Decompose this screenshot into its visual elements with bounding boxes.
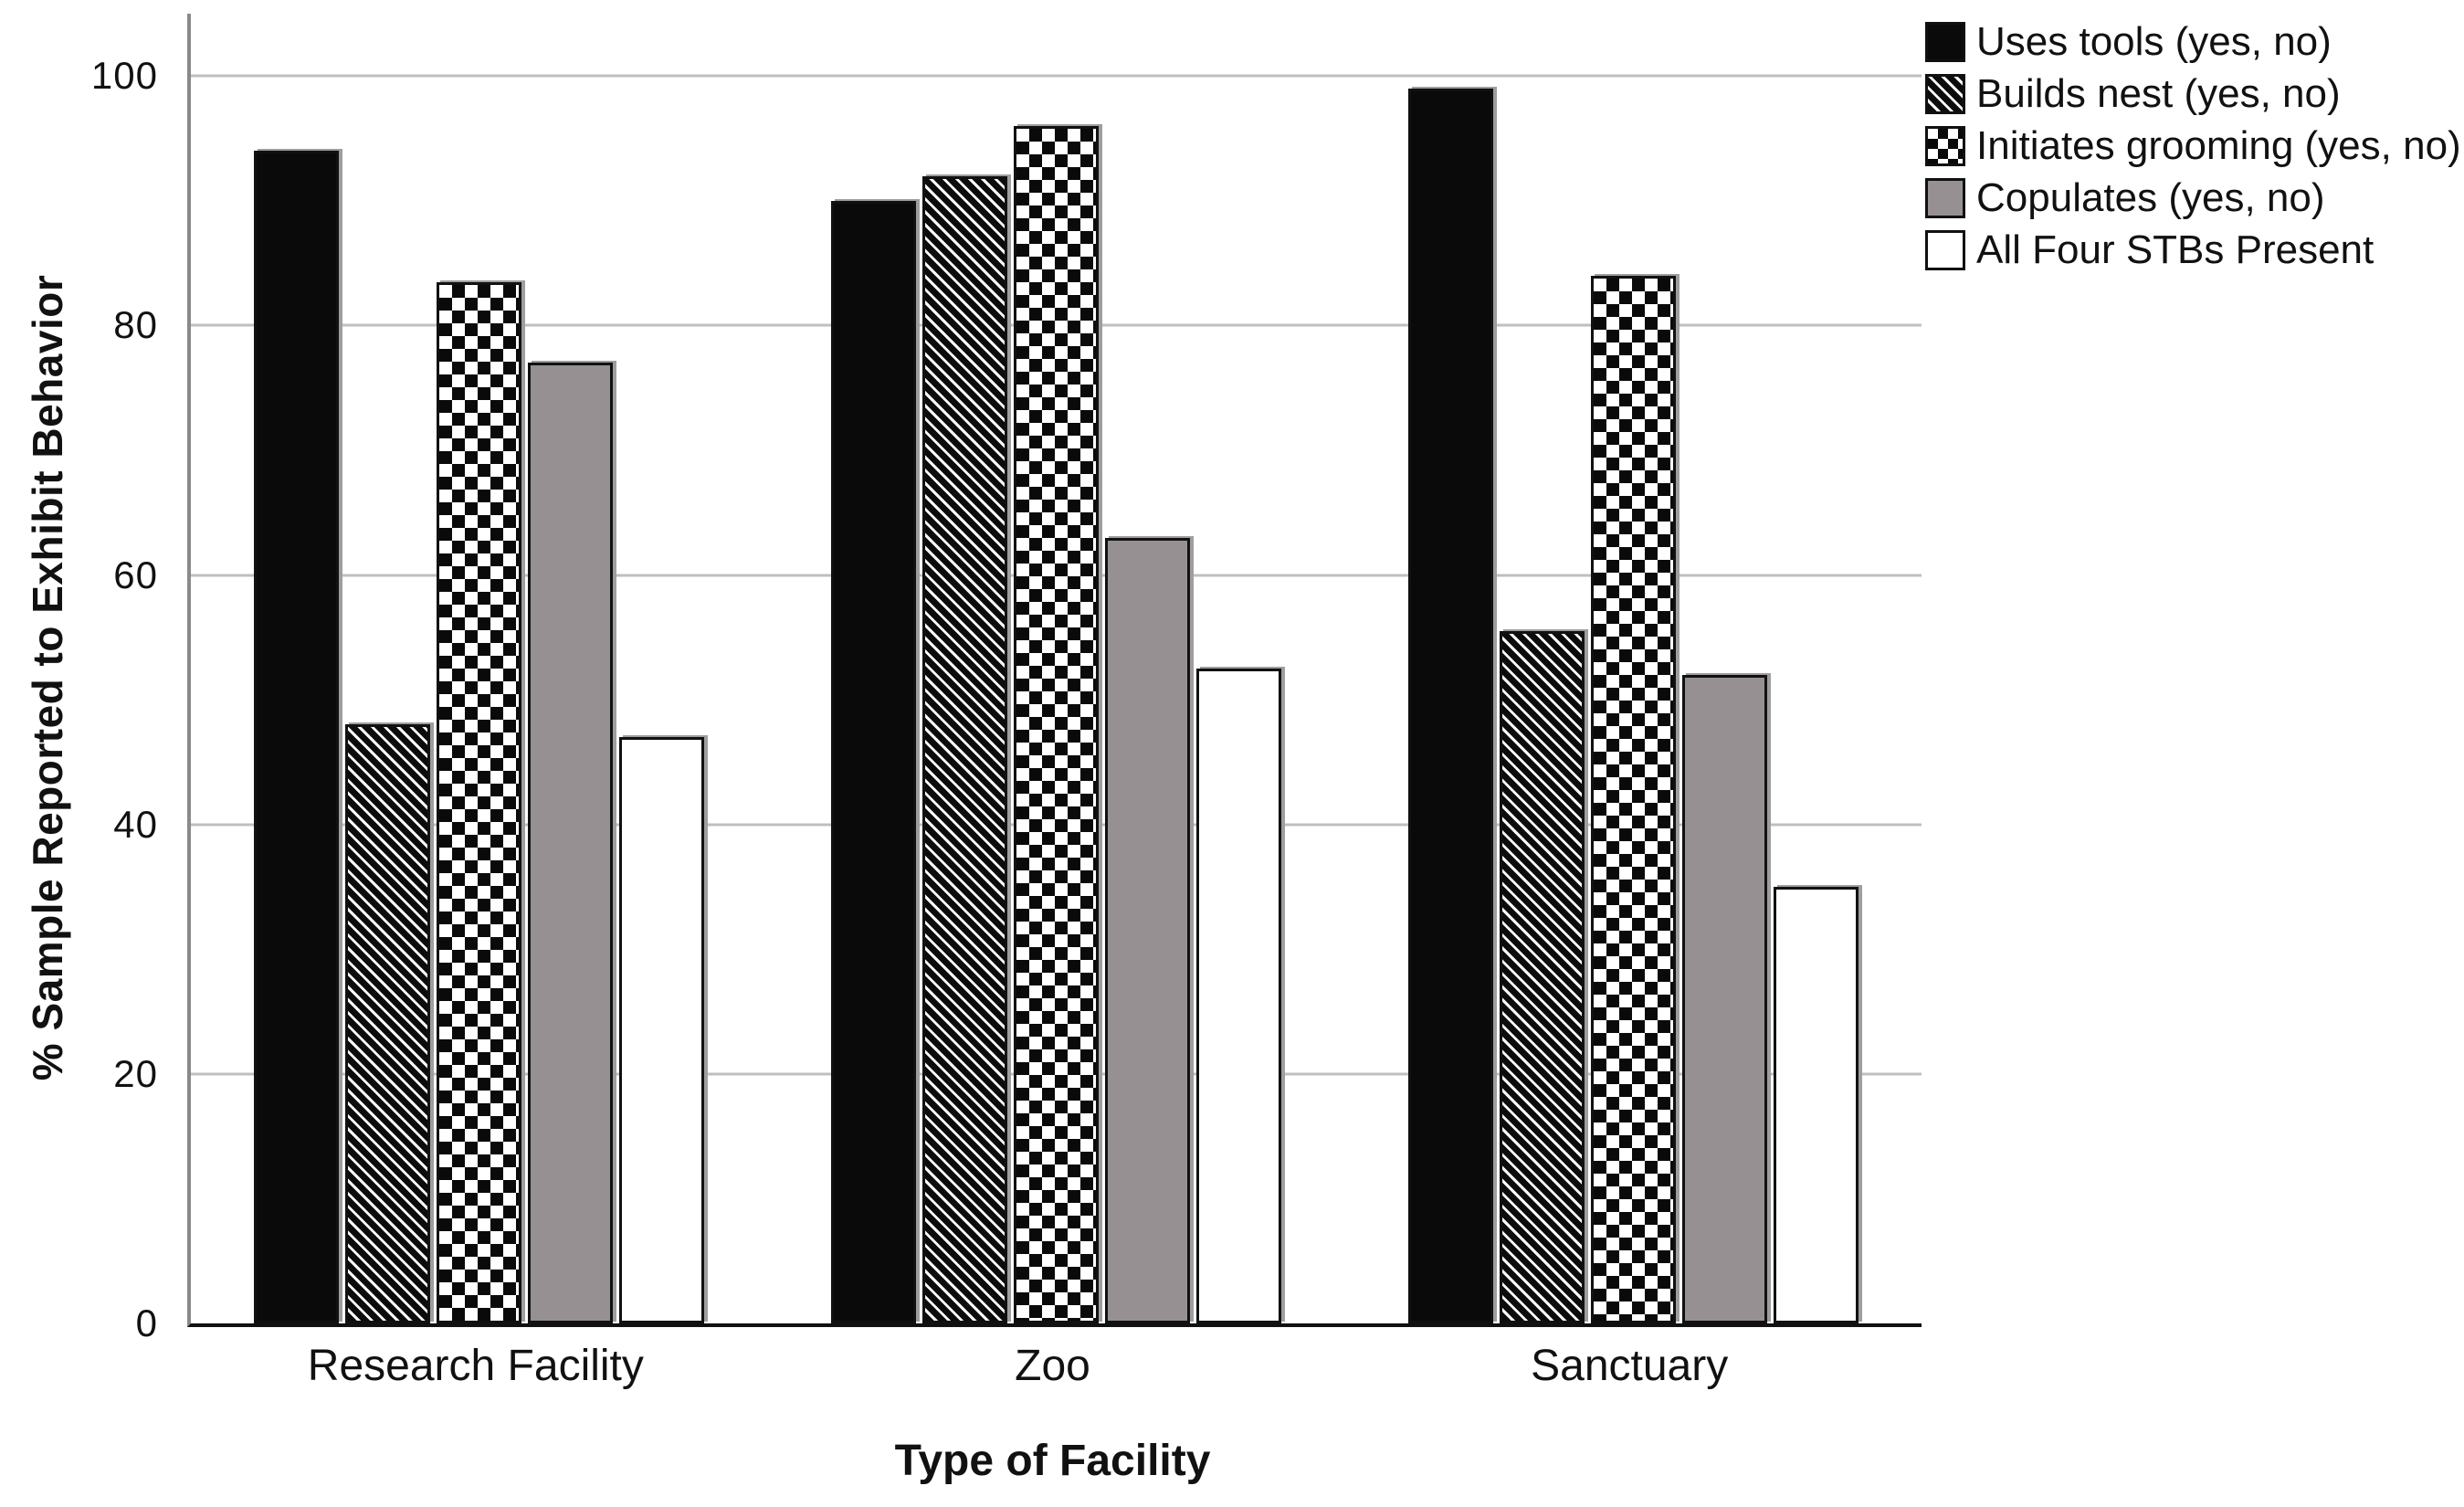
y-tick-label: 0: [135, 1302, 158, 1344]
bar-uses-tools-yes-no-zoo: [831, 200, 917, 1323]
y-tick-label: 60: [113, 553, 158, 596]
bar-builds-nest-yes-no-zoo: [922, 175, 1008, 1323]
bar-builds-nest-yes-no-research-facility: [345, 724, 431, 1323]
legend-item-uses-tools-yes-no: Uses tools (yes, no): [1925, 22, 2461, 62]
bar-cluster: [254, 14, 705, 1323]
y-tick-label: 40: [113, 802, 158, 846]
legend-item-all-four-stbs-present: All Four STBs Present: [1925, 230, 2461, 270]
bar-copulates-yes-no-research-facility: [528, 363, 614, 1323]
category-label-research-facility: Research Facility: [307, 1342, 644, 1390]
bar-copulates-yes-no-sanctuary: [1681, 674, 1767, 1323]
legend-swatch-solid-black-icon: [1925, 22, 1965, 62]
legend: Uses tools (yes, no) Builds nest (yes, no…: [1925, 22, 2461, 270]
group-research-facility: [191, 14, 768, 1323]
bar-uses-tools-yes-no-sanctuary: [1407, 88, 1493, 1323]
bar-all-four-stbs-present-zoo: [1195, 669, 1281, 1323]
y-tick-label: 80: [113, 303, 158, 347]
x-axis-category-labels: Research Facility Zoo Sanctuary: [187, 1341, 1918, 1391]
bar-copulates-yes-no-zoo: [1104, 537, 1190, 1323]
category-label-sanctuary: Sanctuary: [1531, 1342, 1729, 1390]
plot-area: [187, 14, 1922, 1327]
bar-cluster: [1407, 14, 1859, 1323]
category-label-zoo: Zoo: [1015, 1342, 1090, 1390]
group-zoo: [768, 14, 1345, 1323]
legend-swatch-solid-gray-icon: [1925, 178, 1965, 218]
legend-label: Initiates grooming (yes, no): [1976, 123, 2461, 168]
legend-label: All Four STBs Present: [1976, 227, 2374, 272]
legend-label: Builds nest (yes, no): [1976, 71, 2341, 116]
legend-item-copulates-yes-no: Copulates (yes, no): [1925, 178, 2461, 218]
legend-item-builds-nest-yes-no: Builds nest (yes, no): [1925, 74, 2461, 114]
bar-uses-tools-yes-no-research-facility: [254, 151, 340, 1323]
bar-all-four-stbs-present-sanctuary: [1773, 887, 1859, 1323]
legend-label: Copulates (yes, no): [1976, 175, 2325, 220]
group-sanctuary: [1344, 14, 1922, 1323]
bar-cluster: [831, 14, 1281, 1323]
bar-initiates-grooming-yes-no-zoo: [1014, 125, 1099, 1323]
bar-initiates-grooming-yes-no-sanctuary: [1590, 275, 1676, 1323]
y-axis-tick-labels: 0 20 40 60 80 100: [0, 14, 169, 1343]
bar-builds-nest-yes-no-sanctuary: [1499, 631, 1585, 1323]
y-tick-label: 100: [90, 54, 158, 98]
legend-swatch-solid-white-icon: [1925, 230, 1965, 270]
legend-swatch-diagonal-stripes-icon: [1925, 74, 1965, 114]
bar-initiates-grooming-yes-no-research-facility: [437, 281, 522, 1323]
y-tick-label: 20: [113, 1051, 158, 1095]
legend-swatch-checkerboard-icon: [1925, 126, 1965, 166]
gridline-100: [191, 74, 1922, 78]
bar-groups: [191, 14, 1922, 1323]
x-axis-title: Type of Facility: [894, 1437, 1211, 1485]
legend-item-initiates-grooming-yes-no: Initiates grooming (yes, no): [1925, 126, 2461, 166]
bar-all-four-stbs-present-research-facility: [619, 737, 705, 1323]
legend-label: Uses tools (yes, no): [1976, 19, 2332, 64]
